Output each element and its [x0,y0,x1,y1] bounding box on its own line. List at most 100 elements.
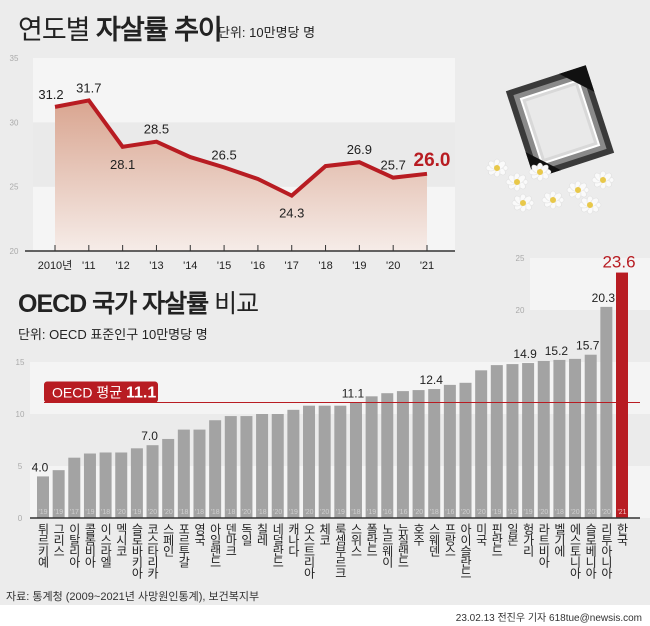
bar [271,414,284,518]
bar [256,414,269,518]
x-tick-label: '20 [386,260,400,272]
bar-year-label: '20 [586,509,595,516]
bar [130,448,143,518]
bar-year-label: '20 [414,509,423,516]
flower-center [600,177,606,183]
oecd-average-label: OECD 평균 11.1 [52,385,156,402]
grid-band [530,310,650,362]
trend-chart: 20 25 30 35 2010년 31.2 '11 31.7 '12 28.1 '13 28.5 '1… [10,54,455,272]
bar-year-label: '20 [148,509,157,516]
y-tick-label: 10 [16,410,25,419]
data-label: 23.6 [602,253,635,272]
data-label: 12.4 [420,373,444,387]
bar [396,391,409,518]
bar [287,409,300,518]
data-label: 20.3 [592,291,616,305]
bar [37,476,49,518]
bar-year-label: '20 [304,509,313,516]
country-label: 오스트리아 [302,523,317,578]
bar-highlight [616,272,628,518]
bar [115,452,128,518]
bar-year-label: '20 [570,509,579,516]
bar [553,359,566,518]
x-tick-label: '19 [352,260,366,272]
bar [459,382,472,518]
y-tick-label: 30 [10,118,19,127]
oecd-average-value: 11.1 [126,385,156,402]
oecd-average-label-text: OECD 평균 [52,385,126,401]
bar-year-label: '19 [336,509,345,516]
y-tick-label: 20 [10,247,19,256]
country-label: 폴란드 [364,523,379,556]
chart1-title-bold: 자살률 추이 [96,15,223,45]
bar-year-label: '18 [226,509,235,516]
bar [584,354,597,518]
chart2-unit: 단위: OECD 표준인구 10만명당 명 [18,327,208,342]
bar-year-label: '18 [211,509,220,516]
country-label: 튀르키예 [36,523,50,567]
flower-center [575,187,581,193]
bar-year-label: '16 [445,509,454,516]
bar-year-label: '20 [602,509,611,516]
bar-year-label: '18 [555,509,564,516]
area-fill [55,100,427,252]
y-tick-label: 35 [10,54,19,63]
framed-photo-icon [505,65,615,179]
bar [146,445,159,518]
country-label: 포르투갈 [176,523,191,567]
data-label: 26.5 [211,147,236,162]
flower-center [520,200,526,206]
chart1-unit: 단위: 10만명당 명 [218,25,316,40]
credit-note: 23.02.13 전진우 기자 618tue@newsis.com [455,613,642,624]
data-label: 15.2 [545,344,569,358]
data-label: 31.2 [38,87,63,102]
bar [83,453,96,518]
bar-year-label: '20 [164,509,173,516]
grid-band [33,58,455,123]
chart1-title: 연도별 자살률 추이 [18,8,223,47]
country-label: 영국 [192,523,207,545]
country-label: 캐나다 [286,523,301,556]
y-tick-label: 15 [16,358,25,367]
y-tick-label: 20 [516,306,525,315]
chart2-title-bold: OECD 국가 자살률 [18,290,209,318]
x-tick-label: 2010년 [38,259,73,272]
x-tick-label: '13 [149,260,163,272]
data-label: 31.7 [76,80,101,95]
bar [490,365,503,518]
y-tick-label: 5 [18,462,23,471]
bar-year-label: '20 [273,509,282,516]
bar-year-label: '20 [320,509,329,516]
country-label: 핀란드 [489,523,504,556]
country-label: 덴마크 [223,523,238,556]
x-tick-label: '17 [285,260,299,272]
country-label: 벨기에 [552,523,567,556]
bar-year-label: '19 [492,509,501,516]
country-label: 리투아니아 [599,523,614,578]
country-label: 스위스 [348,523,363,556]
bar-year-label: '19 [54,509,63,516]
bar-year-label: '16 [398,509,407,516]
y-tick-label: 25 [516,254,525,263]
data-label: 7.0 [141,429,158,443]
bar-year-label: '20 [242,509,251,516]
chart1-title-light: 연도별 [18,15,91,45]
x-tick-label: '21 [420,260,434,272]
bar [506,364,519,518]
bar-year-label: '19 [38,509,47,516]
country-label: 슬로베니아 [583,523,598,578]
series-line [54,98,428,199]
bar [224,416,237,518]
data-label: 24.3 [279,206,304,221]
bar-year-label: '18 [351,509,360,516]
data-label: 14.9 [513,347,537,361]
country-label: 아이슬란드 [458,523,473,578]
country-label: 룩셈부르크 [333,523,348,578]
bar [99,452,112,518]
country-label: 스페인 [161,523,176,556]
flower-center [550,197,556,203]
country-label: 라트비아 [536,523,551,567]
bar-year-label: '18 [179,509,188,516]
bar-year-label: '16 [383,509,392,516]
bar-year-label: '18 [101,509,110,516]
